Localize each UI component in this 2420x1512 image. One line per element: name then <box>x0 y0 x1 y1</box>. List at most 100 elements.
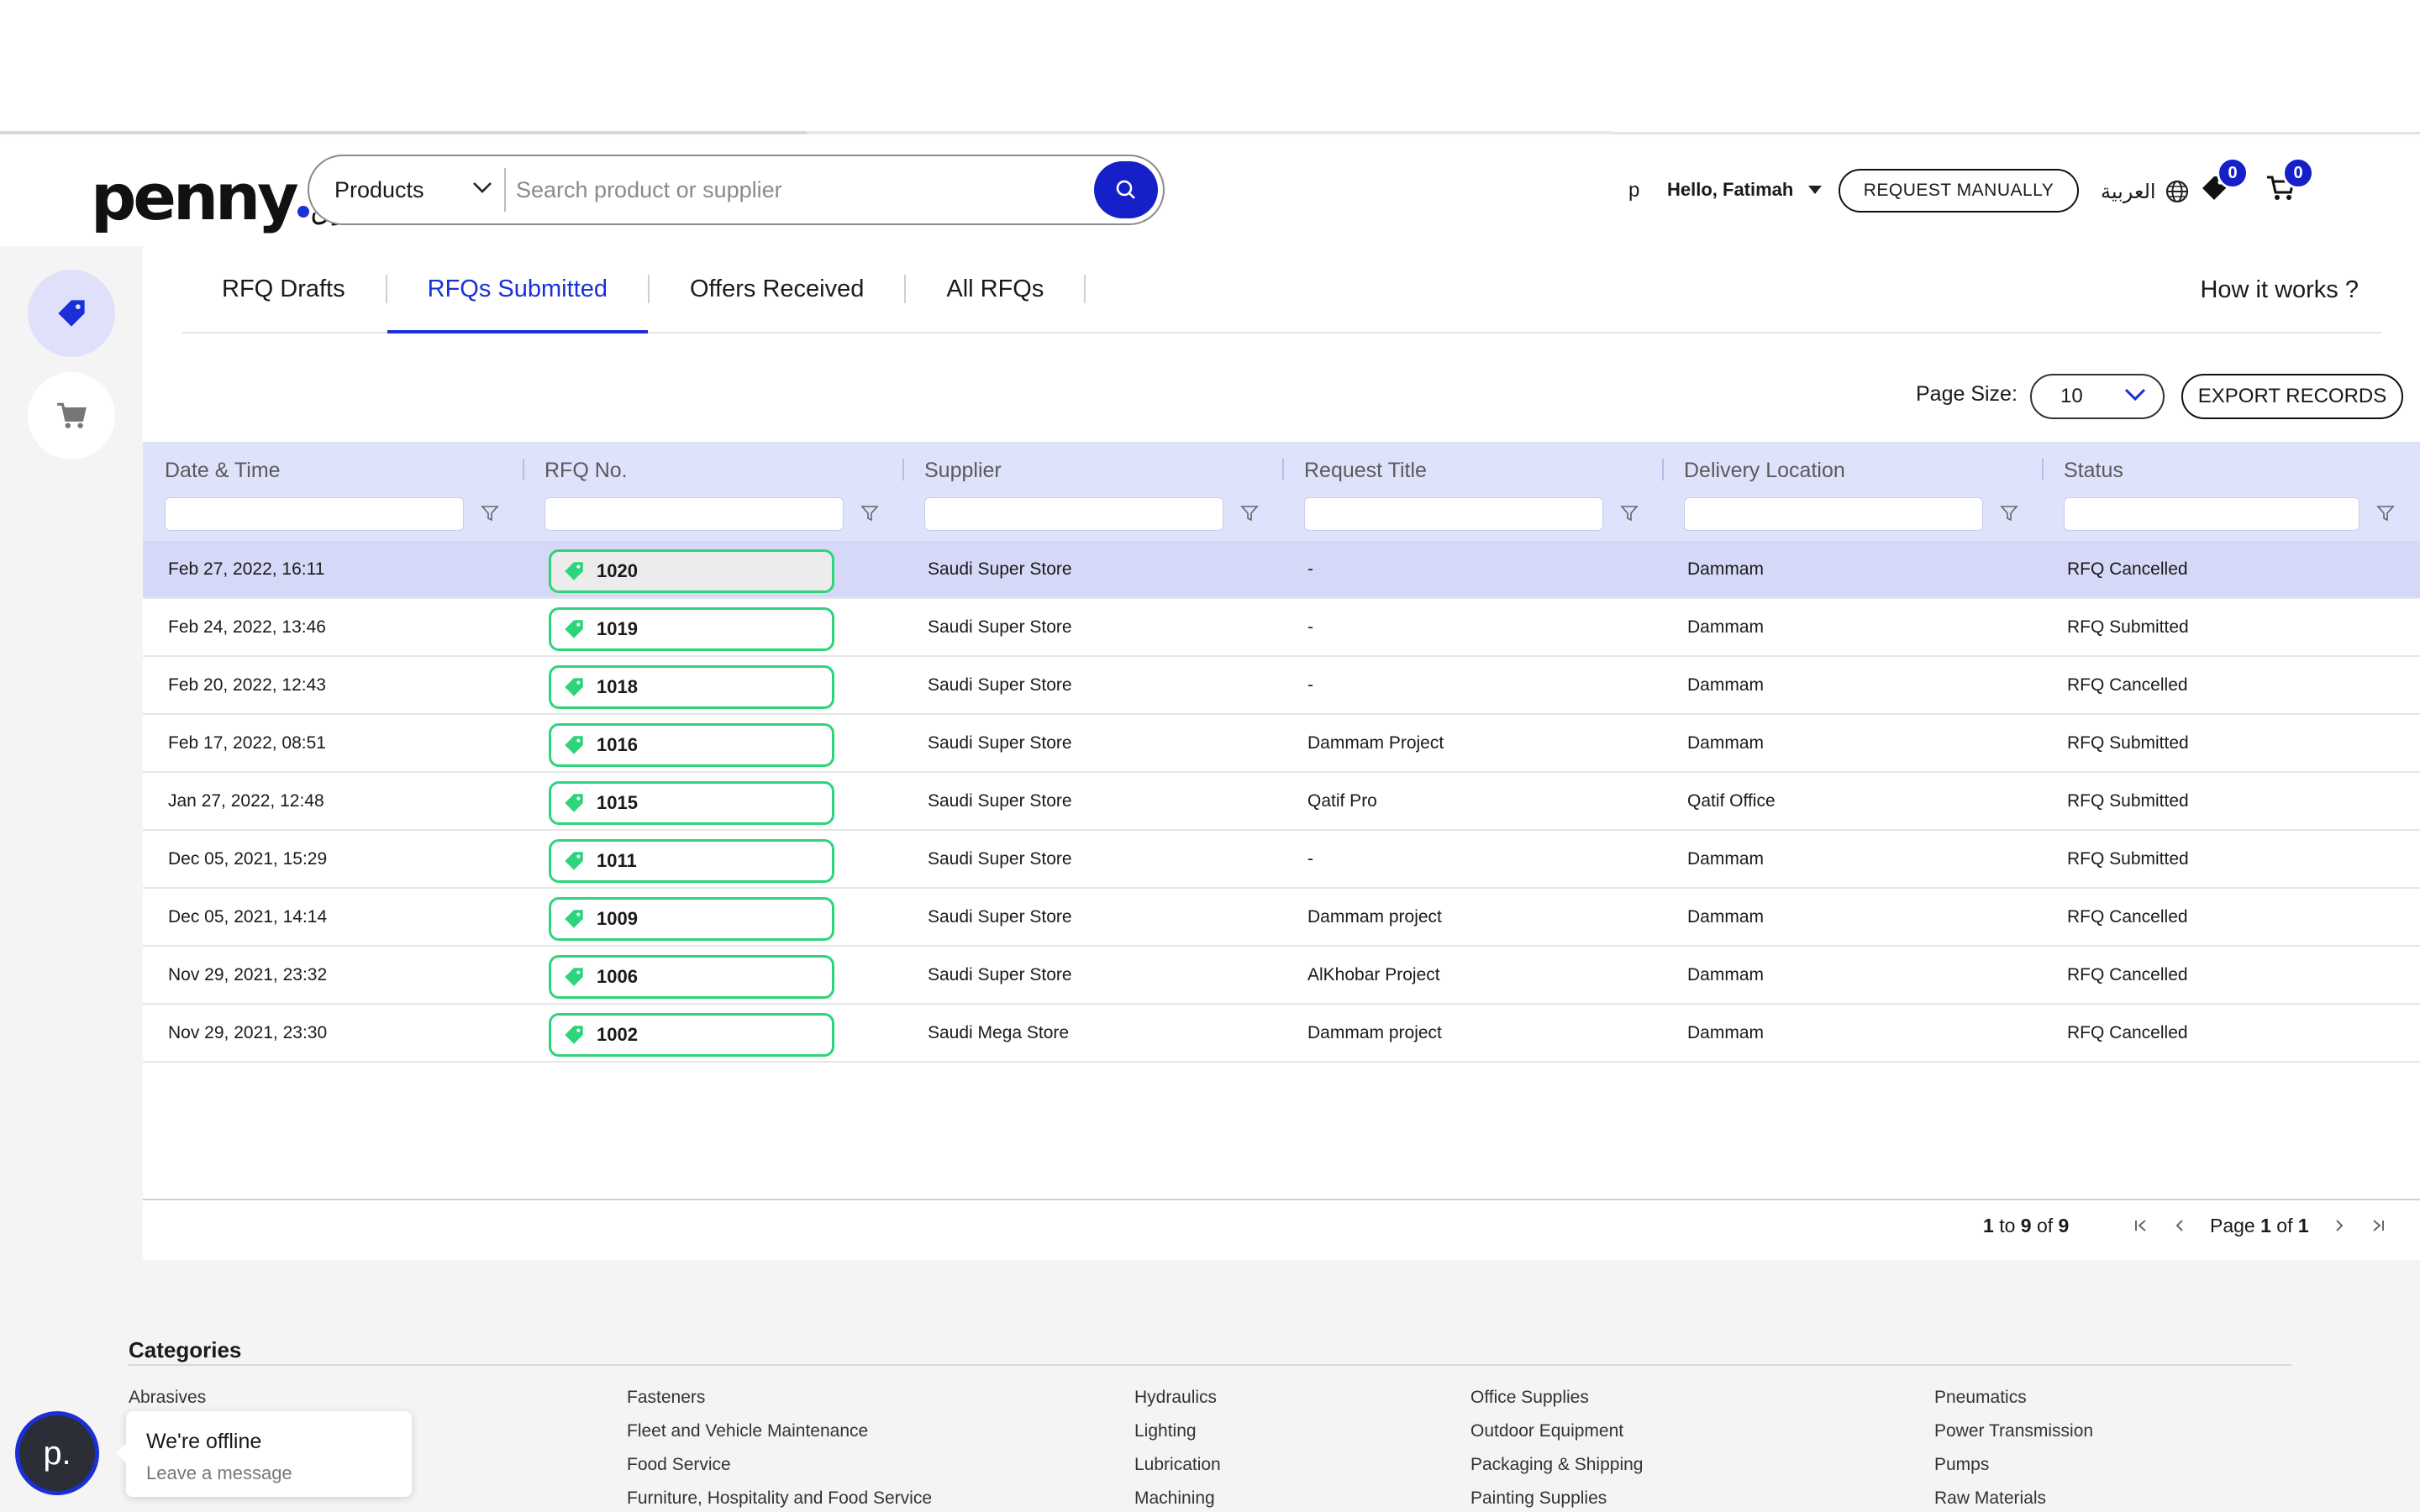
tab-separator <box>1084 275 1086 303</box>
search-button[interactable] <box>1094 161 1158 218</box>
filter-icon[interactable] <box>860 504 879 522</box>
main-content: RFQ Drafts RFQs Submitted Offers Receive… <box>143 246 2420 1260</box>
filter-input-request-title[interactable] <box>1304 497 1603 531</box>
category-link[interactable]: Lubrication <box>1134 1455 1221 1474</box>
cell-supplier: Saudi Super Store <box>928 964 1072 984</box>
tab-rfq-drafts[interactable]: RFQ Drafts <box>222 275 345 302</box>
tab-separator <box>647 275 650 303</box>
cell-date: Dec 05, 2021, 14:14 <box>168 906 328 927</box>
category-link[interactable]: Food Service <box>627 1455 731 1474</box>
rfq-number-link[interactable]: 1015 <box>549 781 834 825</box>
filter-icon[interactable] <box>2000 504 2018 522</box>
tag-icon <box>565 968 583 986</box>
chat-offline-bubble[interactable]: We're offline Leave a message <box>116 1411 412 1497</box>
cell-supplier: Saudi Super Store <box>928 790 1072 811</box>
rfq-number-link[interactable]: 1016 <box>549 723 834 767</box>
tag-icon <box>565 852 583 870</box>
filter-icon[interactable] <box>1620 504 1639 522</box>
user-menu[interactable]: Hello, Fatimah <box>1667 179 1823 201</box>
export-records-button[interactable]: EXPORT RECORDS <box>2181 374 2403 419</box>
page-size-select[interactable]: 10 <box>2030 374 2165 419</box>
tab-offers-received[interactable]: Offers Received <box>689 275 865 302</box>
filter-icon[interactable] <box>1240 504 1259 522</box>
wishlist-button[interactable]: 0 <box>2200 157 2249 207</box>
rfq-number-link[interactable]: 1011 <box>549 839 834 883</box>
tag-icon <box>565 910 583 928</box>
category-link[interactable]: Machining <box>1134 1488 1215 1508</box>
category-link[interactable]: Fasteners <box>627 1388 706 1407</box>
cell-date: Nov 29, 2021, 23:30 <box>168 1022 328 1042</box>
next-page-button[interactable] <box>2331 1217 2348 1234</box>
table-body: Feb 27, 2022, 16:11 Saudi Super Store - Dam… <box>143 541 2420 1063</box>
first-page-button[interactable] <box>2133 1217 2149 1234</box>
cell-status: RFQ Cancelled <box>2067 906 2188 927</box>
rfq-number-link[interactable]: 1020 <box>549 549 834 593</box>
filter-input-date[interactable] <box>165 497 464 531</box>
table-row[interactable]: Nov 29, 2021, 23:32 Saudi Super Store AlKh… <box>143 947 2420 1005</box>
rfq-number-link[interactable]: 1006 <box>549 955 834 999</box>
category-link[interactable]: Lighting <box>1134 1421 1197 1441</box>
cart-button[interactable]: 0 <box>2265 157 2314 207</box>
category-link[interactable]: Outdoor Equipment <box>1470 1421 1624 1441</box>
chat-avatar-letter: p. <box>43 1434 71 1472</box>
rfq-number-link[interactable]: 1002 <box>549 1013 834 1057</box>
category-link[interactable]: Fleet and Vehicle Maintenance <box>627 1421 869 1441</box>
filter-icon[interactable] <box>2376 504 2395 522</box>
chat-launcher-button[interactable]: p. <box>15 1411 99 1495</box>
how-it-works-link[interactable]: How it works ? <box>2200 276 2359 303</box>
tab-all-rfqs[interactable]: All RFQs <box>946 275 1044 302</box>
sidebar-item-rfqs[interactable] <box>28 270 115 357</box>
rfq-number: 1019 <box>597 618 638 639</box>
category-link[interactable]: Power Transmission <box>1934 1421 2094 1441</box>
cell-request-title: Dammam Project <box>1307 732 1444 753</box>
column-header-request-title[interactable]: Request Title <box>1304 459 1427 482</box>
filter-input-status[interactable] <box>2064 497 2360 531</box>
rfq-number-link[interactable]: 1018 <box>549 665 834 709</box>
table-row[interactable]: Dec 05, 2021, 15:29 Saudi Super Store - Dam… <box>143 831 2420 889</box>
category-link[interactable]: Hydraulics <box>1134 1388 1218 1407</box>
category-link[interactable]: Office Supplies <box>1470 1388 1589 1407</box>
category-link[interactable]: Abrasives <box>129 1388 207 1407</box>
rfq-number-link[interactable]: 1019 <box>549 607 834 651</box>
cell-supplier: Saudi Super Store <box>928 848 1072 869</box>
site-header: penny سوق Products p Hello, Fatimah REQU… <box>0 137 2420 246</box>
table-row[interactable]: Feb 27, 2022, 16:11 Saudi Super Store - Dam… <box>143 541 2420 599</box>
table-row[interactable]: Feb 20, 2022, 12:43 Saudi Super Store - Dam… <box>143 657 2420 715</box>
column-header-supplier[interactable]: Supplier <box>924 459 1002 482</box>
column-header-rfq-no[interactable]: RFQ No. <box>544 459 628 482</box>
table-row[interactable]: Dec 05, 2021, 14:14 Saudi Super Store Damm… <box>143 889 2420 947</box>
filter-input-rfq-no[interactable] <box>544 497 844 531</box>
filter-input-supplier[interactable] <box>924 497 1223 531</box>
filter-icon[interactable] <box>481 504 499 522</box>
cell-supplier: Saudi Super Store <box>928 617 1072 637</box>
last-page-button[interactable] <box>2370 1217 2386 1234</box>
filter-input-delivery-location[interactable] <box>1684 497 1983 531</box>
category-link[interactable]: Packaging & Shipping <box>1470 1455 1644 1474</box>
cell-status: RFQ Submitted <box>2067 790 2189 811</box>
column-header-date[interactable]: Date & Time <box>165 459 281 482</box>
request-manually-button[interactable]: REQUEST MANUALLY <box>1839 169 2079 213</box>
column-header-status[interactable]: Status <box>2064 459 2123 482</box>
category-link[interactable]: Furniture, Hospitality and Food Service <box>627 1488 932 1508</box>
rfq-number: 1020 <box>597 560 638 581</box>
table-row[interactable]: Nov 29, 2021, 23:30 Saudi Mega Store Damma… <box>143 1005 2420 1063</box>
record-to: 9 <box>2020 1214 2032 1236</box>
table-row[interactable]: Feb 17, 2022, 08:51 Saudi Super Store Damm… <box>143 715 2420 773</box>
category-link[interactable]: Painting Supplies <box>1470 1488 1607 1508</box>
category-link[interactable]: Pneumatics <box>1934 1388 2027 1407</box>
prev-page-button[interactable] <box>2171 1217 2188 1234</box>
tab-rfqs-submitted[interactable]: RFQs Submitted <box>387 246 649 333</box>
wishlist-count-badge: 0 <box>2217 157 2249 189</box>
language-switch[interactable]: العربية <box>2101 179 2190 204</box>
table-row[interactable]: Feb 24, 2022, 13:46 Saudi Super Store - Dam… <box>143 599 2420 657</box>
search-input[interactable] <box>506 156 1094 223</box>
rfq-number-link[interactable]: 1009 <box>549 897 834 941</box>
category-link[interactable]: Raw Materials <box>1934 1488 2047 1508</box>
table-row[interactable]: Jan 27, 2022, 12:48 Saudi Super Store Qati… <box>143 773 2420 831</box>
cell-status: RFQ Submitted <box>2067 732 2189 753</box>
search-category-select[interactable]: Products <box>309 156 504 223</box>
sidebar-item-orders[interactable] <box>28 372 115 459</box>
column-header-delivery-location[interactable]: Delivery Location <box>1684 459 1845 482</box>
category-link[interactable]: Pumps <box>1934 1455 1990 1474</box>
tag-icon <box>565 1026 583 1044</box>
